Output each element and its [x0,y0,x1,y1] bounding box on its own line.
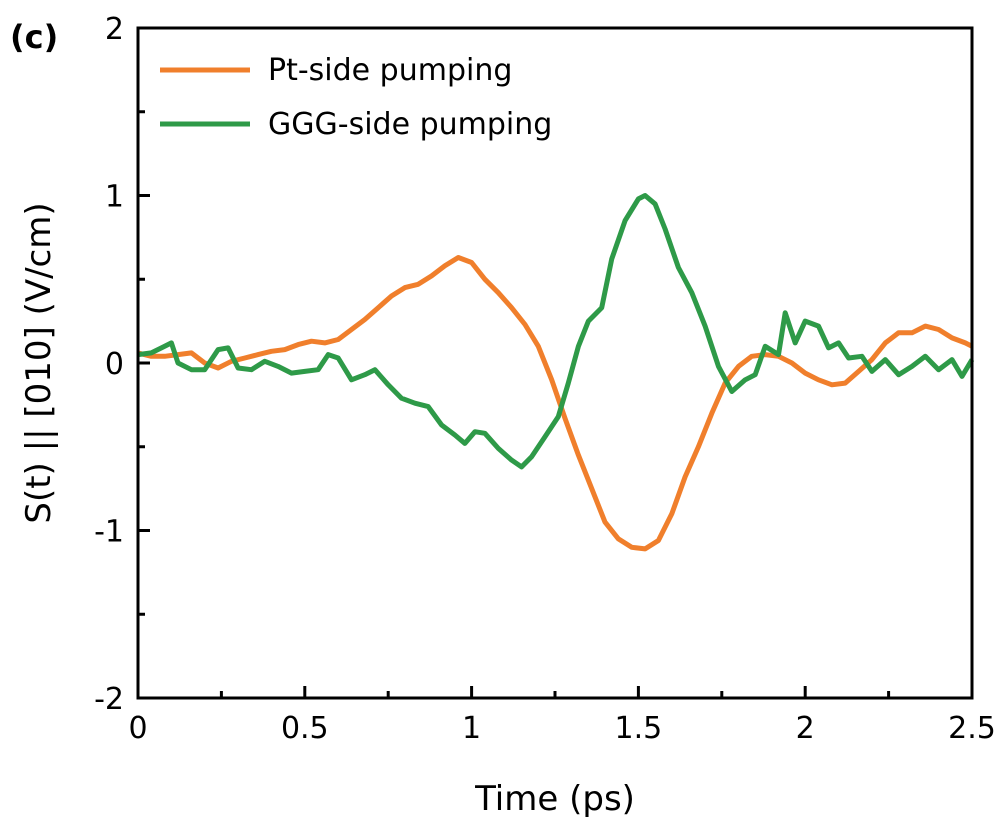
x-tick-label: 1.5 [615,711,663,746]
x-tick-label: 1 [462,711,481,746]
series-line-1 [137,193,975,470]
y-tick-label: -2 [94,682,124,717]
x-tick-label: 2 [796,711,815,746]
legend: Pt-side pumping GGG-side pumping [160,53,552,142]
legend-label-pt: Pt-side pumping [268,53,512,88]
y-tick-label: 0 [105,347,124,382]
x-tick-label: 0 [128,711,147,746]
series-layer [137,193,975,552]
y-tick-label: -1 [94,515,124,550]
y-tick-label: 2 [105,12,124,47]
panel-label: (c) [10,18,58,56]
tick-layer: 0 0.5 1 1.5 2 2.5 2 1 0 -1 -2 [94,12,996,746]
x-tick-label: 2.5 [948,711,996,746]
y-tick-label: 1 [105,180,124,215]
legend-label-ggg: GGG-side pumping [268,107,552,142]
x-tick-label: 0.5 [281,711,329,746]
x-axis-title: Time (ps) [474,779,635,819]
series-line-0 [137,255,974,552]
y-axis-title: S(t) || [010] (V/cm) [19,202,59,523]
